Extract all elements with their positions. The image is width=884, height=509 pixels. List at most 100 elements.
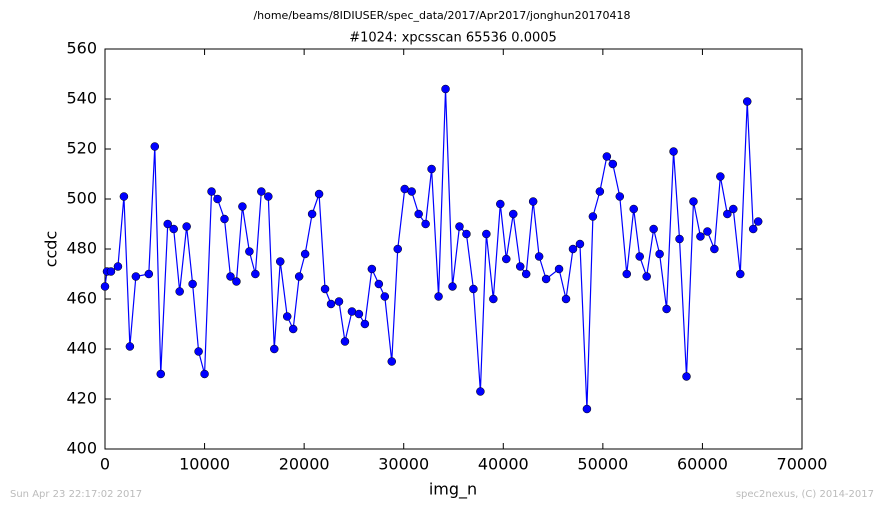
data-point <box>675 234 684 244</box>
data-point <box>434 292 443 301</box>
footer-left: Sun Apr 23 22:17:02 2017 <box>10 489 142 500</box>
data-point <box>207 187 216 196</box>
data-point <box>156 369 166 379</box>
x-tick-label: 30000 <box>378 455 429 474</box>
data-point <box>119 192 129 201</box>
data-point <box>251 269 260 279</box>
y-tick-label: 540 <box>66 89 97 108</box>
data-point <box>696 232 705 241</box>
data-point <box>169 224 178 234</box>
data-point <box>455 222 464 231</box>
data-point <box>307 209 317 219</box>
data-point <box>642 272 651 281</box>
x-axis-label: img_n <box>429 480 477 500</box>
data-point <box>220 214 229 224</box>
data-point <box>294 272 304 281</box>
data-point <box>682 372 691 381</box>
data-point <box>742 97 752 106</box>
y-tick-label: 500 <box>66 189 97 208</box>
data-point <box>188 279 197 289</box>
data-point <box>100 282 110 291</box>
y-tick-label: 400 <box>66 439 97 458</box>
data-point <box>288 324 298 334</box>
x-tick-label: 0 <box>100 455 110 474</box>
data-point <box>508 209 518 219</box>
data-point <box>334 297 344 306</box>
data-point <box>387 357 397 366</box>
data-point <box>163 219 172 229</box>
y-tick-label: 440 <box>66 339 97 358</box>
data-point <box>710 244 719 254</box>
data-point <box>669 147 678 156</box>
data-point <box>320 284 330 294</box>
data-point <box>469 284 478 294</box>
data-point <box>528 197 538 206</box>
data-point <box>367 264 377 274</box>
x-tick-label: 40000 <box>478 455 529 474</box>
data-point <box>521 269 531 279</box>
data-point <box>354 309 364 319</box>
data-point <box>462 229 471 239</box>
data-point <box>326 299 336 309</box>
data-point <box>125 342 135 351</box>
data-point <box>213 194 222 204</box>
data-point <box>144 269 154 279</box>
data-line <box>104 88 759 410</box>
y-tick-label: 560 <box>66 39 97 58</box>
data-point <box>175 287 184 296</box>
data-point <box>314 189 324 199</box>
footer-right: spec2nexus, (C) 2014-2017 <box>736 489 874 500</box>
data-point <box>748 224 758 234</box>
data-point <box>226 272 235 281</box>
data-point <box>257 187 266 196</box>
data-point <box>753 217 763 226</box>
data-point <box>427 164 436 174</box>
data-point <box>723 209 732 219</box>
data-point <box>515 262 525 271</box>
data-point <box>729 204 738 214</box>
data-point <box>629 204 638 214</box>
data-point <box>194 347 203 356</box>
data-point <box>360 319 370 329</box>
y-tick-label: 520 <box>66 139 97 158</box>
data-point <box>476 387 485 396</box>
data-point <box>534 252 544 261</box>
y-axis-label: ccdc <box>42 231 61 268</box>
data-point <box>200 369 209 379</box>
data-point <box>150 142 160 151</box>
data-point <box>441 84 450 94</box>
data-point <box>340 337 350 346</box>
data-point <box>245 247 254 256</box>
data-point <box>489 294 498 304</box>
data-point <box>662 304 671 314</box>
data-point <box>588 212 598 221</box>
data-point <box>182 222 191 231</box>
data-point <box>106 267 116 276</box>
data-point <box>622 269 632 279</box>
data-point <box>602 152 612 161</box>
data-point <box>655 249 664 259</box>
data-point <box>270 344 279 354</box>
x-tick-label: 70000 <box>777 455 828 474</box>
data-point <box>716 172 725 181</box>
data-point <box>393 244 402 254</box>
data-point <box>689 197 698 206</box>
data-point <box>264 192 273 201</box>
data-point <box>374 279 384 289</box>
data-point <box>421 219 430 229</box>
data-point <box>282 312 292 321</box>
data-point <box>131 272 141 281</box>
y-tick-label: 460 <box>66 289 97 308</box>
data-point <box>615 192 625 201</box>
data-point <box>595 187 605 196</box>
data-point <box>649 224 658 234</box>
suptitle: /home/beams/8IDIUSER/spec_data/2017/Apr2… <box>253 9 630 22</box>
x-tick-label: 10000 <box>179 455 230 474</box>
plot-frame <box>104 48 803 450</box>
y-tick-label: 480 <box>66 239 97 258</box>
data-point <box>482 229 491 239</box>
data-point <box>575 239 585 249</box>
data-point <box>582 404 592 414</box>
